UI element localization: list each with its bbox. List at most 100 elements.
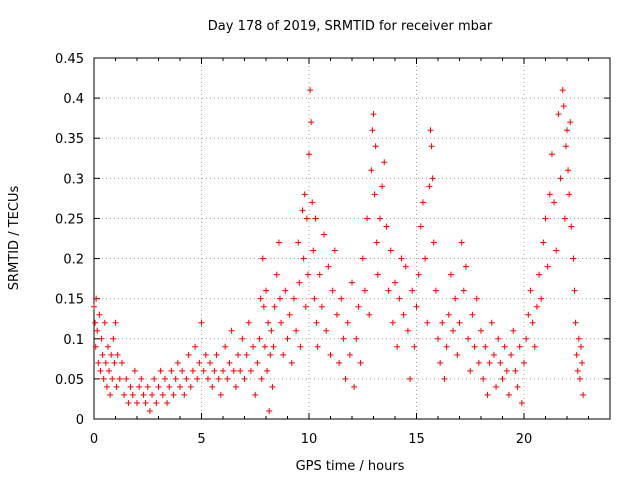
- data-point: [309, 199, 316, 206]
- data-point: [484, 391, 491, 398]
- data-point: [265, 319, 272, 326]
- data-point: [369, 127, 376, 134]
- data-point: [146, 407, 153, 414]
- data-point: [224, 375, 231, 382]
- data-point: [161, 375, 168, 382]
- data-point: [241, 375, 248, 382]
- data-point: [323, 327, 330, 334]
- data-point: [103, 383, 110, 390]
- chart-title: Day 178 of 2019, SRMTID for receiver mba…: [208, 19, 493, 34]
- data-point: [374, 271, 381, 278]
- data-point: [409, 287, 416, 294]
- data-point: [432, 287, 439, 294]
- y-tick-label: 0.05: [55, 373, 84, 388]
- data-point: [551, 199, 558, 206]
- data-point: [512, 367, 519, 374]
- data-point: [568, 223, 575, 230]
- data-point: [267, 351, 274, 358]
- data-point: [302, 303, 309, 310]
- data-point: [331, 247, 338, 254]
- data-point: [566, 191, 573, 198]
- data-point: [559, 87, 566, 94]
- data-point: [270, 343, 277, 350]
- data-point: [121, 391, 128, 398]
- data-point: [153, 399, 160, 406]
- data-point: [447, 271, 454, 278]
- data-point: [576, 375, 583, 382]
- data-point: [508, 351, 515, 358]
- data-point: [503, 367, 510, 374]
- data-point: [207, 359, 214, 366]
- data-point: [144, 383, 151, 390]
- data-point: [573, 351, 580, 358]
- plot-frame: [93, 57, 611, 420]
- data-point: [373, 239, 380, 246]
- data-point: [387, 247, 394, 254]
- data-point: [389, 319, 396, 326]
- data-point: [258, 375, 265, 382]
- data-point: [441, 375, 448, 382]
- data-point: [452, 295, 459, 302]
- data-point: [96, 311, 103, 318]
- data-point: [376, 215, 383, 222]
- data-point: [379, 183, 386, 190]
- data-point: [288, 359, 295, 366]
- data-point: [250, 343, 257, 350]
- data-point: [465, 335, 472, 342]
- data-point: [136, 383, 143, 390]
- data-point: [293, 327, 300, 334]
- data-point: [98, 335, 105, 342]
- data-point: [125, 399, 132, 406]
- data-point: [106, 367, 113, 374]
- data-point: [138, 375, 145, 382]
- data-point: [179, 367, 186, 374]
- data-point: [357, 359, 364, 366]
- data-point: [499, 375, 506, 382]
- data-point: [256, 335, 263, 342]
- data-point: [116, 375, 123, 382]
- data-point: [514, 383, 521, 390]
- data-point: [286, 311, 293, 318]
- x-tick-label: 20: [516, 432, 533, 447]
- data-point: [370, 111, 377, 118]
- data-point: [237, 367, 244, 374]
- data-point: [99, 351, 106, 358]
- data-point: [564, 127, 570, 134]
- data-point: [155, 383, 162, 390]
- data-point: [429, 175, 436, 182]
- data-point: [478, 327, 484, 334]
- data-point: [473, 295, 480, 302]
- data-point: [493, 383, 500, 390]
- data-point: [318, 303, 325, 310]
- data-point: [536, 271, 543, 278]
- data-point: [385, 287, 392, 294]
- data-point: [312, 215, 319, 222]
- data-point: [196, 359, 203, 366]
- data-point: [247, 367, 254, 374]
- data-point: [230, 367, 237, 374]
- data-point: [92, 319, 99, 326]
- x-tick-label: 5: [197, 432, 205, 447]
- data-point: [419, 199, 426, 206]
- data-point: [428, 143, 435, 150]
- data-point: [417, 223, 424, 230]
- data-point: [486, 359, 493, 366]
- data-point: [200, 367, 207, 374]
- data-point: [213, 351, 220, 358]
- data-point: [222, 343, 229, 350]
- data-point: [131, 367, 138, 374]
- data-point: [129, 391, 136, 398]
- data-point: [555, 111, 562, 118]
- x-tick-label: 0: [90, 432, 98, 447]
- data-point: [411, 343, 418, 350]
- data-point: [297, 343, 304, 350]
- data-point: [245, 319, 252, 326]
- data-point: [198, 319, 205, 326]
- data-point: [109, 375, 116, 382]
- data-point: [282, 287, 289, 294]
- data-point: [235, 351, 242, 358]
- data-point: [538, 295, 545, 302]
- data-point: [525, 311, 532, 318]
- data-point: [95, 359, 102, 366]
